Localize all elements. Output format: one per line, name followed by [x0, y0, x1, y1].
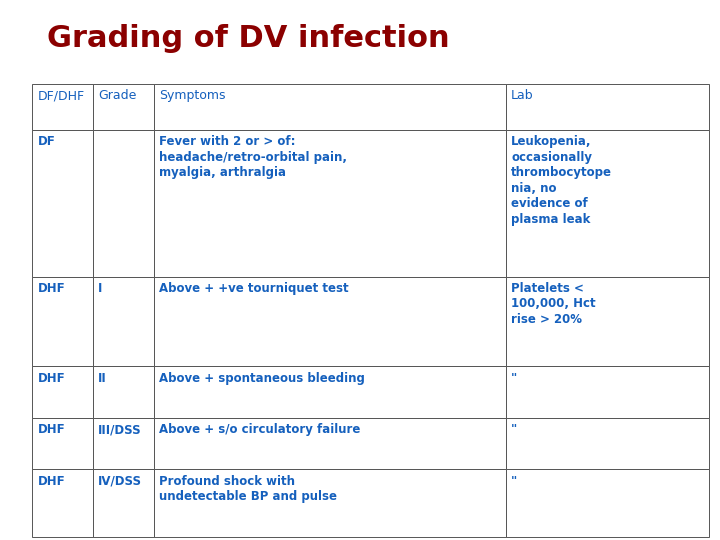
Bar	[506, 84, 709, 130]
Text: IV/DSS: IV/DSS	[99, 475, 143, 488]
Bar	[154, 276, 506, 366]
Text: DF: DF	[37, 136, 55, 148]
Text: DHF: DHF	[37, 372, 65, 384]
Text: Above + s/o circulatory failure: Above + s/o circulatory failure	[159, 423, 361, 436]
Text: Symptoms: Symptoms	[159, 89, 226, 102]
Bar	[154, 418, 506, 469]
Text: Grade: Grade	[99, 89, 137, 102]
Bar	[154, 366, 506, 418]
Text: '': ''	[511, 475, 518, 488]
Bar	[94, 84, 154, 130]
Bar	[94, 418, 154, 469]
Text: DHF: DHF	[37, 475, 65, 488]
Bar	[94, 276, 154, 366]
Text: Grading of DV infection: Grading of DV infection	[47, 24, 449, 53]
Bar	[506, 276, 709, 366]
Text: I: I	[99, 282, 103, 295]
Text: '': ''	[511, 372, 518, 384]
Bar	[94, 469, 154, 537]
Bar	[506, 130, 709, 276]
Text: Above + +ve tourniquet test: Above + +ve tourniquet test	[159, 282, 349, 295]
Text: Lab: Lab	[511, 89, 534, 102]
Text: Fever with 2 or > of:
headache/retro-orbital pain,
myalgia, arthralgia: Fever with 2 or > of: headache/retro-orb…	[159, 136, 347, 179]
Bar	[32, 130, 94, 276]
Bar	[506, 418, 709, 469]
Bar	[32, 366, 94, 418]
Bar	[506, 469, 709, 537]
Text: DHF: DHF	[37, 423, 65, 436]
Bar	[32, 84, 94, 130]
Text: III/DSS: III/DSS	[99, 423, 142, 436]
Text: Leukopenia,
occasionally
thrombocytope
nia, no
evidence of
plasma leak: Leukopenia, occasionally thrombocytope n…	[511, 136, 612, 226]
Bar	[154, 84, 506, 130]
Bar	[154, 469, 506, 537]
Bar	[94, 130, 154, 276]
Text: '': ''	[511, 423, 518, 436]
Text: DF/DHF: DF/DHF	[37, 89, 84, 102]
Bar	[94, 366, 154, 418]
Bar	[32, 469, 94, 537]
Bar	[32, 418, 94, 469]
Bar	[506, 366, 709, 418]
Text: DHF: DHF	[37, 282, 65, 295]
Text: Profound shock with
undetectable BP and pulse: Profound shock with undetectable BP and …	[159, 475, 337, 503]
Bar	[32, 276, 94, 366]
Text: Above + spontaneous bleeding: Above + spontaneous bleeding	[159, 372, 365, 384]
Bar	[154, 130, 506, 276]
Text: II: II	[99, 372, 107, 384]
Text: Platelets <
100,000, Hct
rise > 20%: Platelets < 100,000, Hct rise > 20%	[511, 282, 596, 326]
